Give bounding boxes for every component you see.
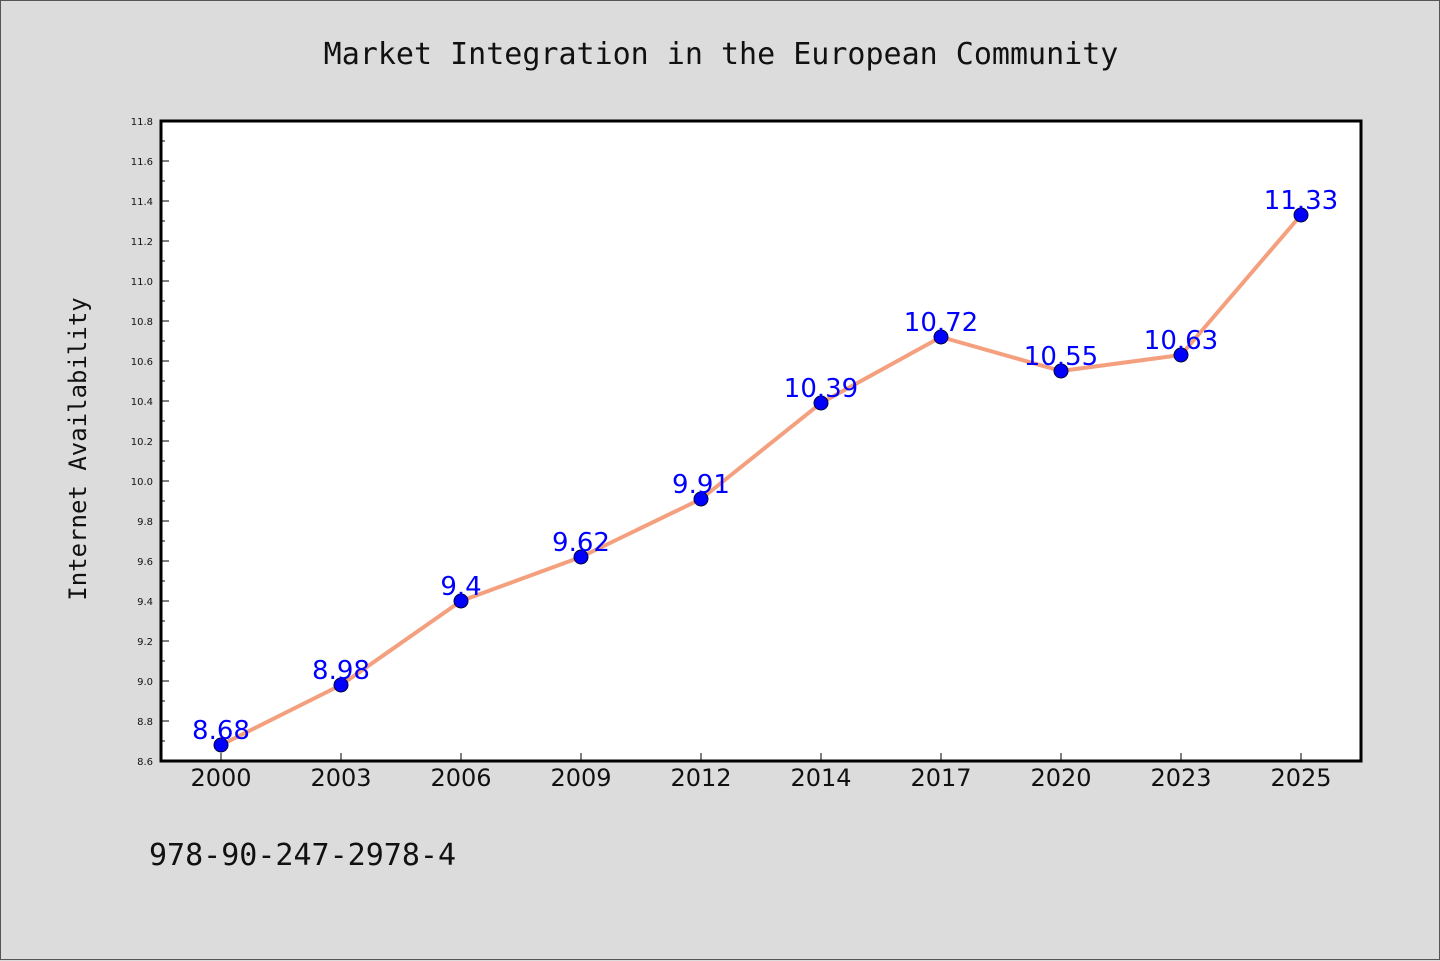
- data-point: [213, 737, 229, 753]
- series-polyline: [219, 213, 1303, 747]
- y-tick-label: 11.8: [131, 117, 153, 128]
- x-tick-label: 2020: [1030, 764, 1091, 792]
- data-point: [1053, 363, 1069, 379]
- series-markers: [213, 207, 1309, 753]
- y-tick-label: 11.6: [131, 157, 153, 168]
- data-point: [573, 549, 589, 565]
- y-tick-label: 8.8: [137, 717, 153, 728]
- data-label: 8.98: [312, 656, 370, 686]
- data-point: [453, 593, 469, 609]
- y-axis: 8.6 8.8 9.0 9.2 9.4 9.6 9.8 10.0 10.2 10.4 10.6 10.…: [131, 117, 169, 768]
- y-tick-label: 10.8: [131, 317, 153, 328]
- data-label: 10.39: [784, 374, 858, 404]
- x-tick-label: 2003: [310, 764, 371, 792]
- data-label: 10.55: [1024, 342, 1098, 372]
- x-tick-label: 2012: [670, 764, 731, 792]
- data-point: [1173, 347, 1189, 363]
- x-tick-label: 2014: [790, 764, 851, 792]
- y-axis-label: Internet Availability: [64, 297, 92, 600]
- y-tick-label: 11.4: [131, 197, 153, 208]
- y-tick-label: 9.4: [137, 597, 153, 608]
- chart-title: Market Integration in the European Commu…: [324, 37, 1119, 72]
- x-tick-label: 2006: [430, 764, 491, 792]
- y-tick-label: 10.0: [131, 477, 153, 488]
- data-point: [813, 395, 829, 411]
- data-labels: 8.68 8.98 9.4 9.62 9.91 10.39 10.72 10.55 10.63 1…: [192, 186, 1338, 746]
- data-label: 10.63: [1144, 326, 1218, 356]
- isbn-text: 978-90-247-2978-4: [149, 838, 456, 873]
- plot-area: [159, 119, 1363, 763]
- x-tick-label: 2009: [550, 764, 611, 792]
- data-label: 11.33: [1264, 186, 1338, 216]
- data-point: [333, 677, 349, 693]
- y-tick-label: 10.6: [131, 357, 153, 368]
- y-tick-label: 9.0: [137, 677, 153, 688]
- x-tick-label: 2000: [190, 764, 251, 792]
- data-label: 9.91: [672, 470, 730, 500]
- data-point: [1293, 207, 1309, 223]
- data-label: 9.4: [440, 572, 481, 602]
- y-tick-label: 9.8: [137, 517, 153, 528]
- y-tick-label: 9.6: [137, 557, 153, 568]
- data-label: 10.72: [904, 308, 978, 338]
- y-tick-label: 11.2: [131, 237, 153, 248]
- y-tick-label: 8.6: [137, 757, 153, 768]
- x-tick-label: 2025: [1270, 764, 1331, 792]
- x-tick-label: 2023: [1150, 764, 1211, 792]
- y-tick-label: 11.0: [131, 277, 153, 288]
- data-point: [693, 491, 709, 507]
- data-label: 8.68: [192, 716, 250, 746]
- x-axis: 2000 2003 2006 2009 2012 2014 2017 2020 2023 2025: [190, 753, 1332, 792]
- y-tick-label: 10.2: [131, 437, 153, 448]
- y-tick-label: 9.2: [137, 637, 153, 648]
- y-tick-label: 10.4: [131, 397, 153, 408]
- x-tick-label: 2017: [910, 764, 971, 792]
- series-line: [219, 213, 1303, 747]
- data-label: 9.62: [552, 528, 610, 558]
- data-point: [933, 329, 949, 345]
